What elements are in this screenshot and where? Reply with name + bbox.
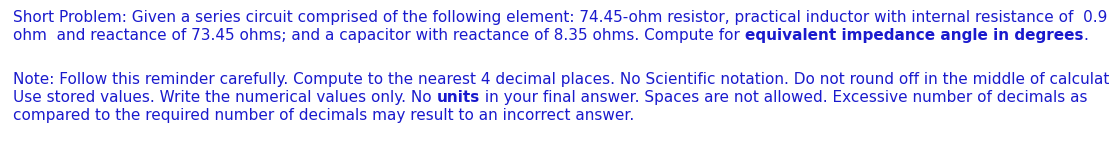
Text: equivalent impedance angle in degrees: equivalent impedance angle in degrees: [745, 28, 1083, 43]
Text: Note: Follow this reminder carefully. Compute to the nearest 4 decimal places. N: Note: Follow this reminder carefully. Co…: [13, 72, 1110, 87]
Text: compared to the required number of decimals may result to an incorrect answer.: compared to the required number of decim…: [13, 108, 634, 123]
Text: in your final answer. Spaces are not allowed. Excessive number of decimals as: in your final answer. Spaces are not all…: [480, 90, 1088, 105]
Text: Use stored values. Write the numerical values only. No: Use stored values. Write the numerical v…: [13, 90, 436, 105]
Text: units: units: [436, 90, 480, 105]
Text: .: .: [1083, 28, 1088, 43]
Text: ohm  and reactance of 73.45 ohms; and a capacitor with reactance of 8.35 ohms. C: ohm and reactance of 73.45 ohms; and a c…: [13, 28, 745, 43]
Text: Short Problem: Given a series circuit comprised of the following element: 74.45-: Short Problem: Given a series circuit co…: [13, 10, 1108, 25]
